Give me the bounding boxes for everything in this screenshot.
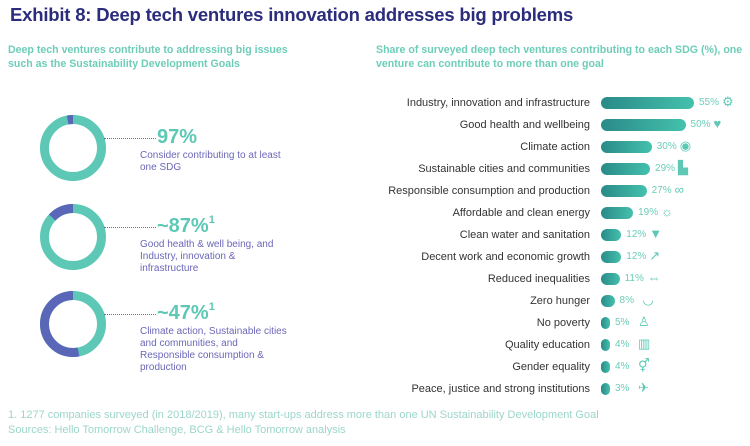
- bar-row: Industry, innovation and infrastructure …: [0, 94, 750, 110]
- bar: [601, 251, 622, 263]
- heartbeat-icon: ♥: [713, 116, 722, 131]
- bar: [601, 163, 651, 175]
- donut-2: ~87%1 Good health & well being, and Indu…: [38, 202, 273, 277]
- donut-1: 97% Consider contributing to at least on…: [38, 113, 281, 188]
- value-label: 55%: [699, 97, 720, 108]
- bar-row: Affordable and clean energy 19% ☼: [0, 204, 750, 220]
- donut-3: ~47%1 Climate action, Sustainable cities…: [38, 289, 287, 373]
- leader-line: [104, 314, 156, 315]
- donut-chart: [40, 291, 106, 357]
- category-label: Gender equality: [512, 361, 590, 373]
- value-label: 29%: [655, 163, 676, 174]
- category-label: Peace, justice and strong institutions: [411, 383, 590, 395]
- category-label: Industry, innovation and infrastructure: [406, 97, 590, 109]
- bar: [601, 141, 652, 153]
- footnote-mark: 1: [208, 301, 215, 313]
- donut-chart: [40, 204, 106, 270]
- value-label: 19%: [638, 207, 659, 218]
- water-tap-icon: ▼: [649, 226, 663, 241]
- bar: [601, 273, 620, 285]
- category-label: No poverty: [536, 317, 590, 329]
- value-label: 4%: [615, 361, 630, 372]
- donut-segment-blue: [40, 291, 106, 357]
- donut-chart: [40, 115, 106, 181]
- inequality-arrows-icon: ⇔: [647, 270, 661, 285]
- gender-icon: ⚥: [638, 358, 650, 373]
- leader-line: [104, 227, 156, 228]
- dove-icon: ✈: [638, 380, 649, 395]
- footnote-mark: 1: [208, 214, 215, 226]
- bar-row: Responsible consumption and production 2…: [0, 182, 750, 198]
- industry-icon: ⚙: [722, 94, 734, 109]
- value-label: 4%: [615, 339, 630, 350]
- category-label: Sustainable cities and communities: [418, 163, 590, 175]
- donut-percent: ~47%1: [157, 301, 215, 325]
- food-bowl-icon: ◡: [642, 292, 654, 307]
- people-icon: ♙: [638, 314, 650, 329]
- bar-row: Gender equality 4% ⚥: [0, 358, 750, 374]
- bar: [601, 229, 622, 241]
- category-label: Clean water and sanitation: [459, 229, 590, 241]
- donut-description: Good health & well being, and Industry, …: [140, 239, 274, 274]
- category-label: Zero hunger: [530, 295, 590, 307]
- eye-icon: ◉: [679, 138, 692, 153]
- bar: [601, 339, 610, 351]
- value-label: 50%: [690, 119, 711, 130]
- bar: [601, 383, 610, 395]
- bar: [601, 97, 694, 109]
- category-label: Good health and wellbeing: [459, 119, 590, 131]
- value-label: 12%: [626, 229, 647, 240]
- value-label: 11%: [624, 273, 644, 284]
- city-icon: ▙: [678, 160, 689, 175]
- bar-row: Good health and wellbeing 50% ♥: [0, 116, 750, 132]
- category-label: Decent work and economic growth: [421, 251, 590, 263]
- donut-segment-blue: [40, 204, 106, 270]
- infinity-icon: ∞: [674, 182, 684, 197]
- donut-percent: 97%: [157, 126, 197, 149]
- bar: [601, 185, 647, 197]
- value-label: 8%: [619, 295, 634, 306]
- category-label: Responsible consumption and production: [388, 185, 590, 197]
- sources: Sources: Hello Tomorrow Challenge, BCG &…: [8, 424, 346, 436]
- value-label: 27%: [651, 185, 672, 196]
- category-label: Reduced inequalities: [487, 273, 590, 285]
- category-label: Affordable and clean energy: [452, 207, 590, 219]
- bar: [601, 361, 610, 373]
- percent-value: ~87%: [157, 215, 209, 237]
- footnote: 1. 1277 companies surveyed (in 2018/2019…: [8, 409, 599, 421]
- percent-value: ~47%: [157, 302, 209, 324]
- donut-segment-blue: [40, 115, 106, 181]
- donut-description: Climate action, Sustainable cities and c…: [140, 326, 287, 373]
- percent-value: 97%: [157, 126, 198, 148]
- right-subtitle: Share of surveyed deep tech ventures con…: [376, 44, 743, 70]
- bar-row: Decent work and economic growth 12% ↗: [0, 248, 750, 264]
- donut-description: Consider contributing to at least one SD…: [140, 150, 281, 173]
- bar: [601, 295, 615, 307]
- value-label: 3%: [615, 383, 630, 394]
- category-label: Quality education: [505, 339, 590, 351]
- bar-row: No poverty 5% ♙: [0, 314, 750, 330]
- bar: [601, 119, 686, 131]
- bar: [601, 207, 634, 219]
- bar-row: Clean water and sanitation 12% ▼: [0, 226, 750, 242]
- bar-row: Zero hunger 8% ◡: [0, 292, 750, 308]
- book-icon: ▥: [638, 336, 651, 351]
- page-title: Exhibit 8: Deep tech ventures innovation…: [10, 4, 574, 25]
- value-label: 12%: [626, 251, 647, 262]
- bar-row: Peace, justice and strong institutions 3…: [0, 380, 750, 396]
- bar-row: Climate action 30% ◉: [0, 138, 750, 154]
- bar-row: Reduced inequalities 11% ⇔: [0, 270, 750, 286]
- growth-chart-icon: ↗: [649, 248, 661, 263]
- value-label: 30%: [656, 141, 677, 152]
- donut-percent: ~87%1: [157, 214, 215, 238]
- sun-icon: ☼: [661, 204, 674, 219]
- leader-line: [104, 138, 156, 139]
- bar-row: Sustainable cities and communities 29% ▙: [0, 160, 750, 176]
- bar-row: Quality education 4% ▥: [0, 336, 750, 352]
- bar: [601, 317, 610, 329]
- category-label: Climate action: [520, 141, 590, 153]
- value-label: 5%: [615, 317, 630, 328]
- left-subtitle: Deep tech ventures contribute to address…: [8, 44, 288, 70]
